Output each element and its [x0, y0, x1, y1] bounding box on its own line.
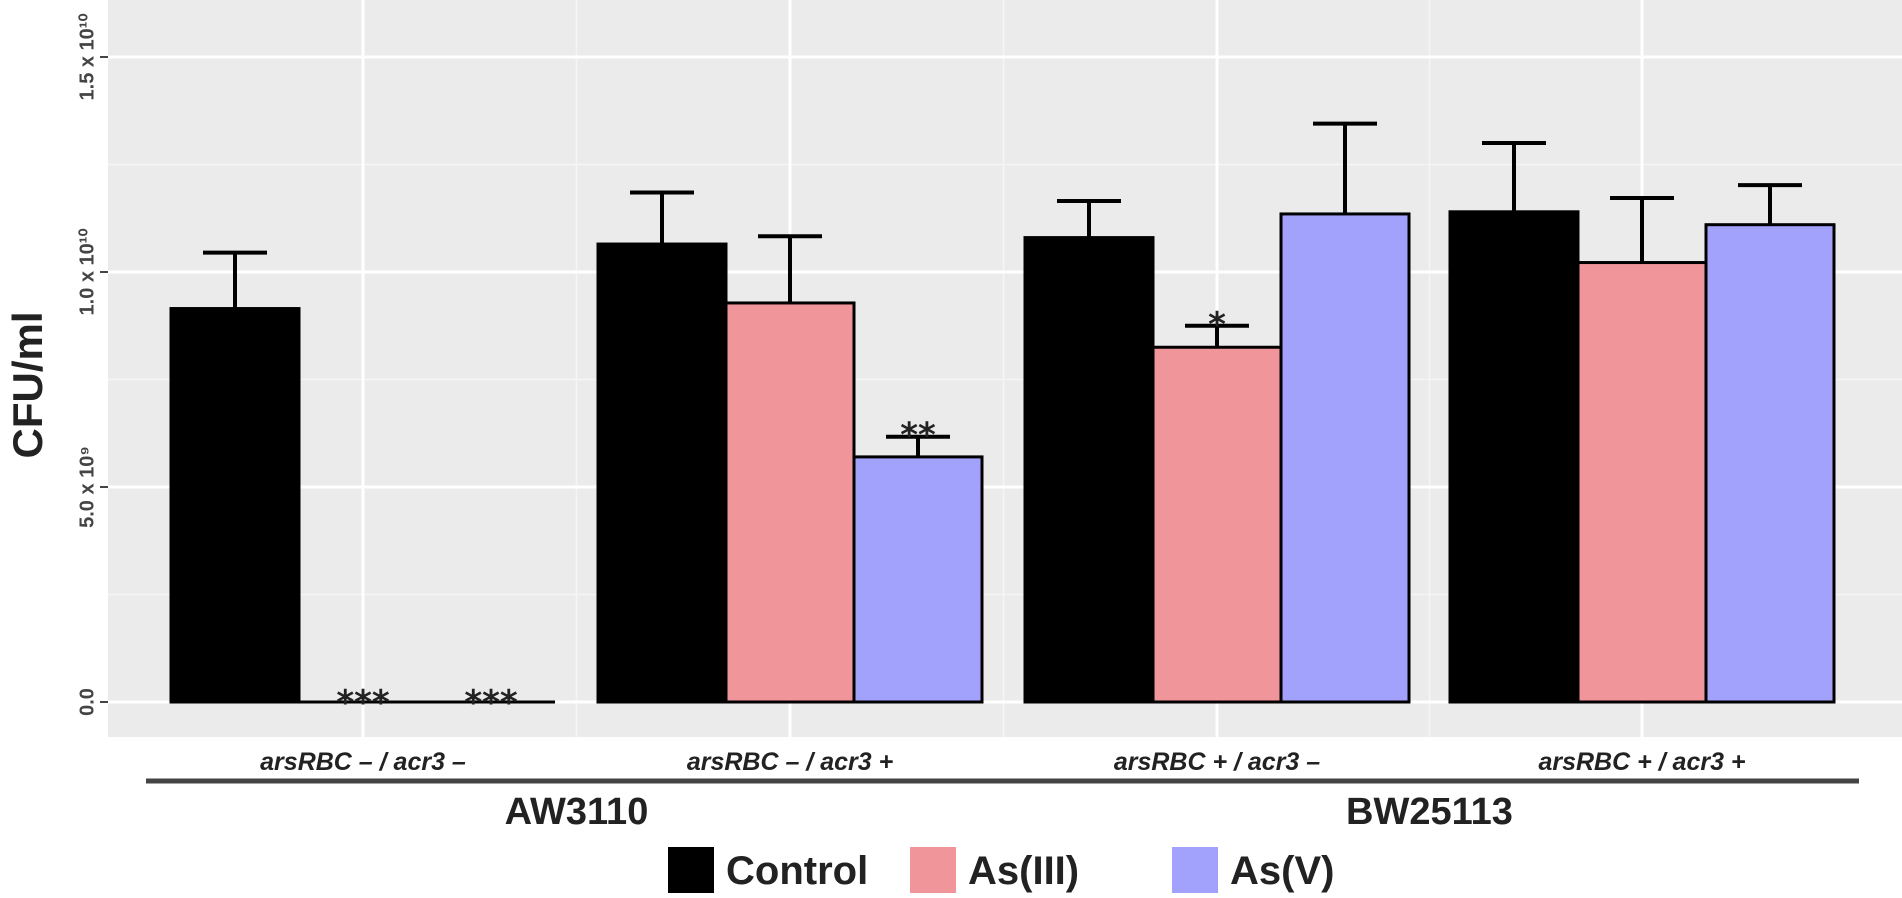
significance-marks: *** ****** [336, 305, 1226, 723]
bar-as-iii- [1576, 261, 1708, 704]
bar-control [1448, 210, 1580, 704]
significance-mark: ** [900, 416, 936, 456]
significance-mark: *** [336, 683, 390, 723]
y-tick-label: 5.0 x 10⁹ [76, 446, 98, 528]
category-label: arsRBC + / acr3 + [1538, 748, 1745, 776]
bar-as-v- [852, 455, 984, 704]
strain-label: BW25113 [1346, 791, 1513, 833]
significance-mark: * [1208, 305, 1226, 345]
legend-swatch-as-iii- [910, 847, 956, 893]
legend-label: As(III) [968, 849, 1079, 893]
category-label: arsRBC + / acr3 – [1114, 748, 1320, 776]
bar-control [169, 307, 301, 704]
y-tick-label: 0.0 [76, 688, 98, 716]
x-category-labels: arsRBC – / acr3 – arsRBC – / acr3 + arsRBC… [260, 748, 1746, 776]
bar-as-iii- [724, 301, 856, 704]
y-axis-label: CFU/ml [4, 312, 51, 459]
bar-as-v- [1704, 223, 1836, 704]
significance-mark: *** [464, 683, 518, 723]
error-bars [203, 121, 1802, 457]
category-label: arsRBC – / acr3 + [687, 748, 894, 776]
bar-control [596, 242, 728, 704]
y-tick-label: 1.0 x 10¹⁰ [76, 229, 98, 316]
category-label: arsRBC – / acr3 – [260, 748, 466, 776]
legend: Control As(III) As(V) [668, 847, 1334, 893]
y-tick-label: 1.5 x 10¹⁰ [76, 14, 98, 101]
legend-swatch-control [668, 847, 714, 893]
y-axis-ticks: 0.0 5.0 x 10⁹ 1.0 x 10¹⁰ 1.5 x 10¹⁰ [76, 14, 108, 716]
bars [169, 210, 1836, 704]
bar-as-v- [1279, 212, 1411, 704]
legend-label: As(V) [1230, 849, 1334, 893]
bar-control [1023, 236, 1155, 704]
strain-label: AW3110 [505, 791, 649, 833]
bar-as-iii- [1151, 345, 1283, 704]
legend-swatch-as-v- [1172, 847, 1218, 893]
legend-label: Control [726, 849, 868, 893]
strain-groups: AW3110 BW25113 [146, 778, 1859, 833]
